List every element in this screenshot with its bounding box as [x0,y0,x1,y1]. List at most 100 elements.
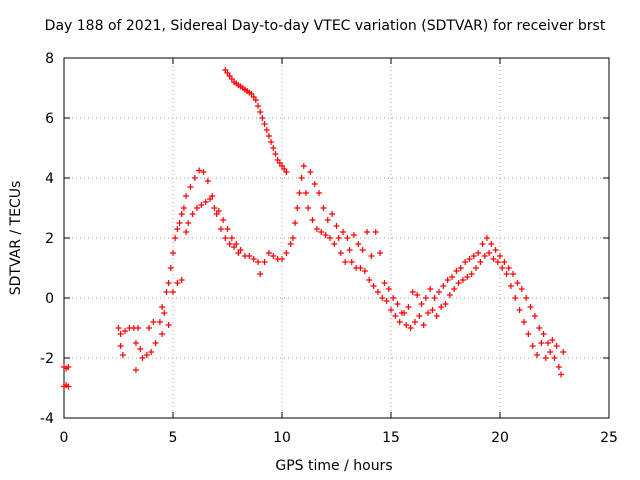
data-point [359,247,366,253]
data-point [418,301,425,307]
data-point [538,340,545,346]
data-point [292,220,299,226]
data-point [296,190,303,196]
data-point [272,151,279,157]
data-point [499,265,506,271]
data-point [255,259,262,265]
data-point [193,205,200,211]
data-point [198,202,205,208]
data-point [163,289,170,295]
data-point [119,352,126,358]
data-point [510,271,517,277]
data-point [226,241,233,247]
data-point [139,355,146,361]
data-point [159,304,166,310]
data-point [388,307,394,313]
data-point [65,364,72,370]
x-tick-label: 5 [169,430,178,446]
axis-ticks: 0 5 10 15 20 25 -4 -2 0 2 4 6 8 [40,51,618,446]
data-point [468,271,475,277]
data-point [135,325,142,331]
data-point [551,355,558,361]
data-point [470,253,477,259]
data-point [401,310,408,316]
x-tick-label: 15 [382,430,400,446]
data-point [425,310,432,316]
data-point [180,205,187,211]
data-point [183,193,190,199]
data-point [544,340,551,346]
data-point [455,280,462,286]
data-point [514,280,521,286]
data-point [189,211,196,217]
data-point [300,163,307,169]
data-point [477,259,484,265]
y-tick-label: 6 [45,111,54,127]
y-tick-label: 4 [45,171,54,187]
data-point [209,193,216,199]
data-point [257,109,264,115]
x-tick-label: 0 [60,430,69,446]
data-point [183,229,190,235]
data-point [228,235,235,241]
data-point [222,235,229,241]
data-point [115,325,122,331]
data-point [505,265,512,271]
data-point [250,256,257,262]
y-tick-label: -2 [40,351,54,367]
data-point [422,295,429,301]
data-point [150,319,157,325]
data-point [390,295,397,301]
data-point [309,217,316,223]
data-point [196,167,203,174]
data-point [451,286,458,292]
data-point [344,235,351,241]
data-point [185,220,192,226]
data-point [383,298,390,304]
data-point [497,253,503,259]
data-point [237,247,244,253]
data-point [501,259,508,265]
data-point [364,229,371,235]
data-point [370,283,377,289]
data-point [148,349,155,355]
data-point [466,256,473,262]
data-point [187,184,194,190]
data-point [372,229,379,235]
data-point [479,241,486,247]
data-point [333,223,340,229]
data-point [143,352,150,358]
data-point [337,250,344,256]
data-point [483,235,490,241]
data-point [409,289,416,295]
data-point [298,175,305,181]
data-point [268,139,275,145]
data-point [512,295,519,301]
data-point [174,226,181,232]
data-point [165,322,172,328]
y-tick-label: 8 [45,51,54,67]
data-point [259,115,266,121]
data-point [527,304,534,310]
data-point [416,313,423,319]
data-point [156,319,163,325]
data-point [172,235,179,241]
data-point [233,241,240,247]
data-point [191,175,198,181]
data-point [122,328,129,334]
data-point [289,235,296,241]
data-point [403,322,410,328]
data-point [170,289,176,295]
data-point [407,325,414,331]
data-point [442,301,449,307]
data-point [270,145,277,151]
data-point [374,289,381,295]
data-point [540,331,547,337]
data-point [215,208,222,214]
data-point [255,103,262,109]
data-point [427,286,434,292]
y-tick-label: 0 [45,291,54,307]
data-point [536,325,543,331]
data-point [381,280,388,286]
